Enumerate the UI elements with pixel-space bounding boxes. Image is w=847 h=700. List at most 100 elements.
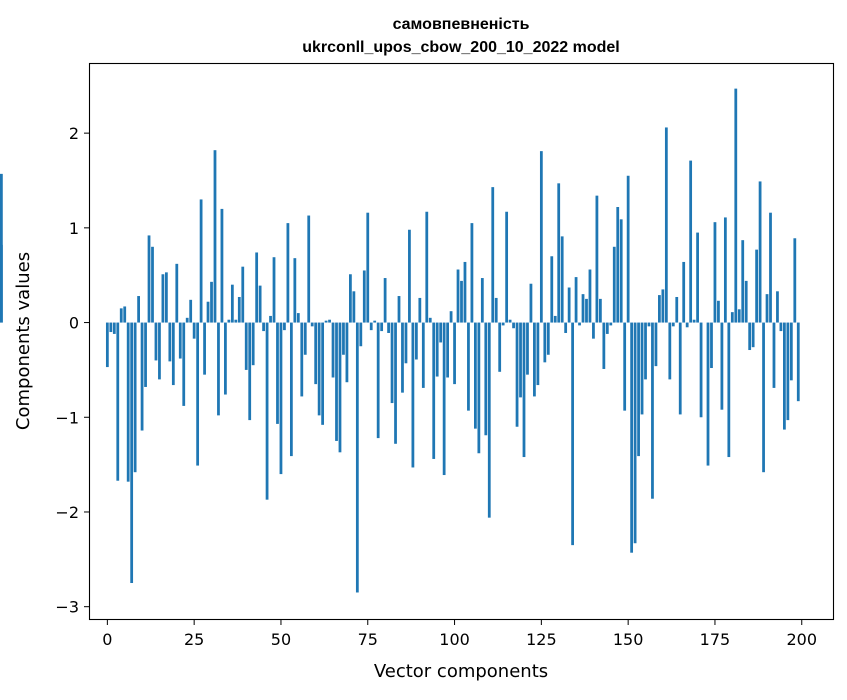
bar-145 — [609, 323, 612, 326]
bar-137 — [582, 294, 585, 322]
bar-178 — [724, 217, 727, 322]
bar-159 — [658, 295, 661, 322]
bar-155 — [644, 323, 647, 380]
bar-93 — [429, 318, 432, 323]
bar-149 — [623, 323, 626, 411]
bar-22 — [182, 323, 185, 406]
y-tick-label-2: 2 — [69, 124, 79, 143]
bar-106 — [474, 323, 477, 429]
bar-21 — [179, 323, 182, 359]
bar-53 — [290, 323, 293, 457]
bar-61 — [318, 323, 321, 416]
bar-39 — [241, 267, 244, 323]
x-tick-label-100: 100 — [439, 630, 470, 649]
bar-43 — [255, 252, 258, 322]
bar-11 — [144, 323, 147, 387]
bar-80 — [384, 278, 387, 323]
bar-47 — [269, 316, 272, 323]
bar-25 — [193, 323, 196, 339]
bar-12 — [148, 235, 151, 322]
bar-105 — [471, 223, 474, 322]
bar-139 — [589, 270, 592, 323]
bar-0 — [106, 323, 109, 368]
bar-112 — [495, 298, 498, 323]
bar-75 — [366, 213, 369, 323]
bar-81 — [387, 323, 390, 333]
bar-97 — [443, 323, 446, 475]
bar-29 — [207, 302, 210, 323]
bar-186 — [752, 323, 755, 348]
bar-17 — [165, 272, 168, 322]
bar-14 — [155, 323, 158, 361]
bar-51 — [283, 323, 286, 331]
bar-194 — [780, 323, 783, 332]
bar-191 — [769, 213, 772, 323]
chart-subtitle: ukrconll_upos_cbow_200_10_2022 model — [302, 39, 619, 56]
y-tick-label--3: −3 — [55, 598, 79, 617]
bar-113 — [498, 323, 501, 372]
bar-153 — [637, 323, 640, 457]
x-tick-label-25: 25 — [184, 630, 204, 649]
bar-79 — [380, 323, 383, 332]
bar-37 — [234, 320, 237, 323]
bar-55 — [297, 313, 300, 322]
chart-title: самовпевненість — [393, 16, 530, 33]
bar-62 — [321, 323, 324, 425]
bar-119 — [519, 323, 522, 398]
bar-92 — [425, 212, 428, 323]
bar-undefined — [0, 245, 3, 323]
bar-42 — [252, 323, 255, 366]
bar-27 — [200, 199, 203, 322]
bar-158 — [655, 323, 658, 367]
bar-32 — [217, 323, 220, 416]
bar-181 — [734, 89, 737, 323]
bar-161 — [665, 127, 668, 322]
bar-84 — [398, 296, 401, 323]
x-tick-label-75: 75 — [358, 630, 378, 649]
bar-74 — [363, 270, 366, 322]
bar-122 — [530, 284, 533, 323]
bar-109 — [484, 323, 487, 436]
bar-90 — [418, 298, 421, 323]
bar-71 — [352, 291, 355, 322]
bar-173 — [707, 323, 710, 466]
bar-120 — [523, 323, 526, 457]
bar-165 — [679, 323, 682, 415]
bar-72 — [356, 323, 359, 593]
bar-151 — [630, 323, 633, 553]
y-tick-label-0: 0 — [69, 314, 79, 333]
bar-9 — [137, 296, 140, 323]
bar-4 — [120, 308, 123, 322]
bar-162 — [668, 323, 671, 380]
bar-192 — [773, 323, 776, 388]
bar-60 — [314, 323, 317, 385]
bar-67 — [339, 323, 342, 453]
bar-24 — [189, 300, 192, 323]
y-tick-label--1: −1 — [55, 408, 79, 427]
bar-127 — [547, 323, 550, 355]
bar-108 — [481, 278, 484, 323]
bar-131 — [561, 236, 564, 322]
bar-2 — [113, 323, 116, 334]
bar-59 — [311, 323, 314, 327]
bar-46 — [266, 323, 269, 500]
bar-198 — [793, 238, 796, 322]
bar-69 — [346, 323, 349, 383]
bar-40 — [245, 323, 248, 370]
bar-86 — [405, 323, 408, 364]
bar-138 — [585, 299, 588, 323]
bar-147 — [616, 207, 619, 323]
bar-171 — [700, 323, 703, 418]
bar-16 — [162, 274, 165, 322]
y-tick-label--2: −2 — [55, 503, 79, 522]
bar-166 — [682, 262, 685, 323]
bar-168 — [689, 161, 692, 323]
bar-31 — [214, 150, 217, 322]
bar-156 — [648, 323, 651, 327]
bar-45 — [262, 323, 265, 332]
bar-36 — [231, 285, 234, 323]
bar-196 — [786, 323, 789, 421]
bar-170 — [696, 233, 699, 323]
bar-104 — [467, 323, 470, 411]
bar-63 — [325, 321, 328, 323]
